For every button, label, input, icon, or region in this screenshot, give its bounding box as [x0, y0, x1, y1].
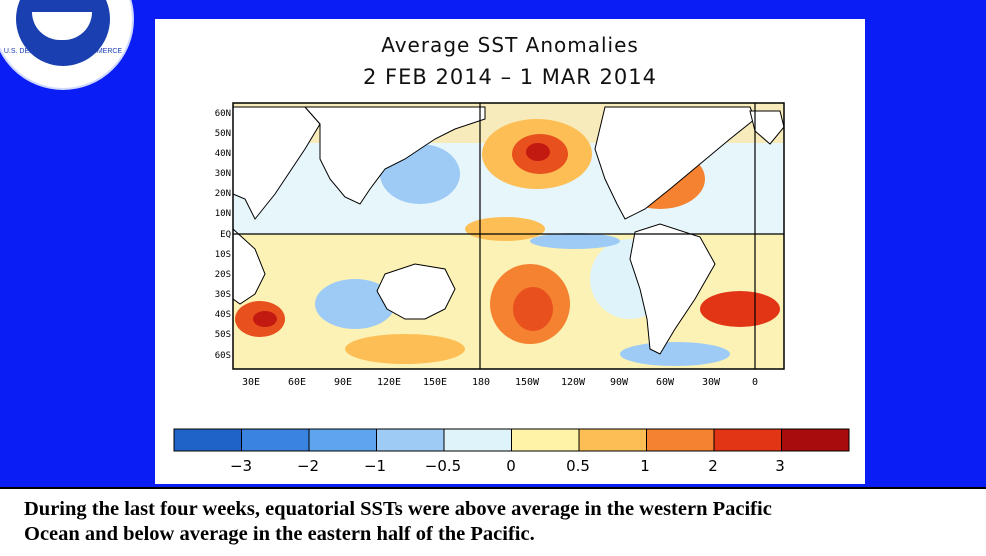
legend-color-box: [578, 428, 647, 452]
lat-label: 10N: [215, 209, 231, 219]
lon-label: 30W: [702, 377, 721, 388]
legend-tick: 0.5: [566, 457, 590, 475]
lat-label: 30S: [215, 290, 231, 300]
legend-tick: −0.5: [425, 457, 461, 475]
land-europe: [749, 110, 785, 145]
lon-label: 90E: [334, 377, 352, 388]
lon-label: 60W: [656, 377, 675, 388]
lat-label: EQ: [220, 230, 231, 240]
lon-label: 90W: [610, 377, 629, 388]
legend-color-box: [376, 428, 445, 452]
legend-color-box: [443, 428, 512, 452]
map-date-range: 2 FEB 2014 – 1 MAR 2014: [363, 65, 657, 89]
map-title: Average SST Anomalies: [381, 33, 639, 57]
caption-line-2: Ocean and below average in the eastern h…: [24, 523, 535, 545]
legend-tick: −2: [297, 457, 319, 475]
caption-line-1: During the last four weeks, equatorial S…: [24, 498, 772, 520]
legend-color-box: [713, 428, 782, 452]
sst-anomaly-map: 60N 50N 40N 30N 20N 10N EQ 10S 20S 30S 4…: [173, 102, 850, 475]
lon-label: 120E: [377, 377, 401, 388]
lon-label: 60E: [288, 377, 306, 388]
lon-label: 30E: [242, 377, 260, 388]
sst-map-panel: Average SST Anomalies 2 FEB 2014 – 1 MAR…: [155, 19, 865, 484]
legend-color-box: [173, 428, 242, 452]
lat-label: 20S: [215, 270, 231, 280]
continents: [232, 106, 785, 355]
lat-label: 20N: [215, 189, 231, 199]
lon-label: 0: [752, 377, 758, 388]
legend-tick: −1: [364, 457, 386, 475]
legend-tick: 3: [775, 457, 785, 475]
lat-label: 50N: [215, 129, 231, 139]
noaa-logo: U.S. DEPARTMENT OF COMMERCE: [0, 0, 134, 90]
legend-tick: 1: [640, 457, 650, 475]
lat-label: 10S: [215, 250, 231, 260]
legend-tick: 2: [708, 457, 718, 475]
lon-label: 180: [472, 377, 490, 388]
lat-label: 40S: [215, 310, 231, 320]
lon-label: 120W: [561, 377, 586, 388]
lat-label: 60N: [215, 109, 231, 119]
lon-label: 150W: [515, 377, 540, 388]
legend-color-box: [241, 428, 310, 452]
lat-label: 50S: [215, 330, 231, 340]
lon-label: 150E: [423, 377, 447, 388]
legend-color-box: [781, 428, 850, 452]
lat-label: 40N: [215, 149, 231, 159]
caption-box: During the last four weeks, equatorial S…: [0, 487, 986, 556]
map-frame: [232, 102, 785, 370]
caption-text: During the last four weeks, equatorial S…: [0, 489, 986, 547]
legend-color-box: [511, 428, 580, 452]
logo-text: U.S. DEPARTMENT OF COMMERCE: [3, 48, 123, 55]
legend-color-box: [646, 428, 715, 452]
lat-label: 60S: [215, 351, 231, 361]
legend-tick: 0: [506, 457, 516, 475]
land-australia: [376, 263, 456, 320]
legend-colorbar: [173, 428, 850, 452]
land-south-america: [629, 223, 716, 355]
anomaly-warm-south-atlantic: [700, 291, 780, 327]
legend-tick: −3: [230, 457, 252, 475]
lat-label: 30N: [215, 169, 231, 179]
legend-color-box: [308, 428, 377, 452]
